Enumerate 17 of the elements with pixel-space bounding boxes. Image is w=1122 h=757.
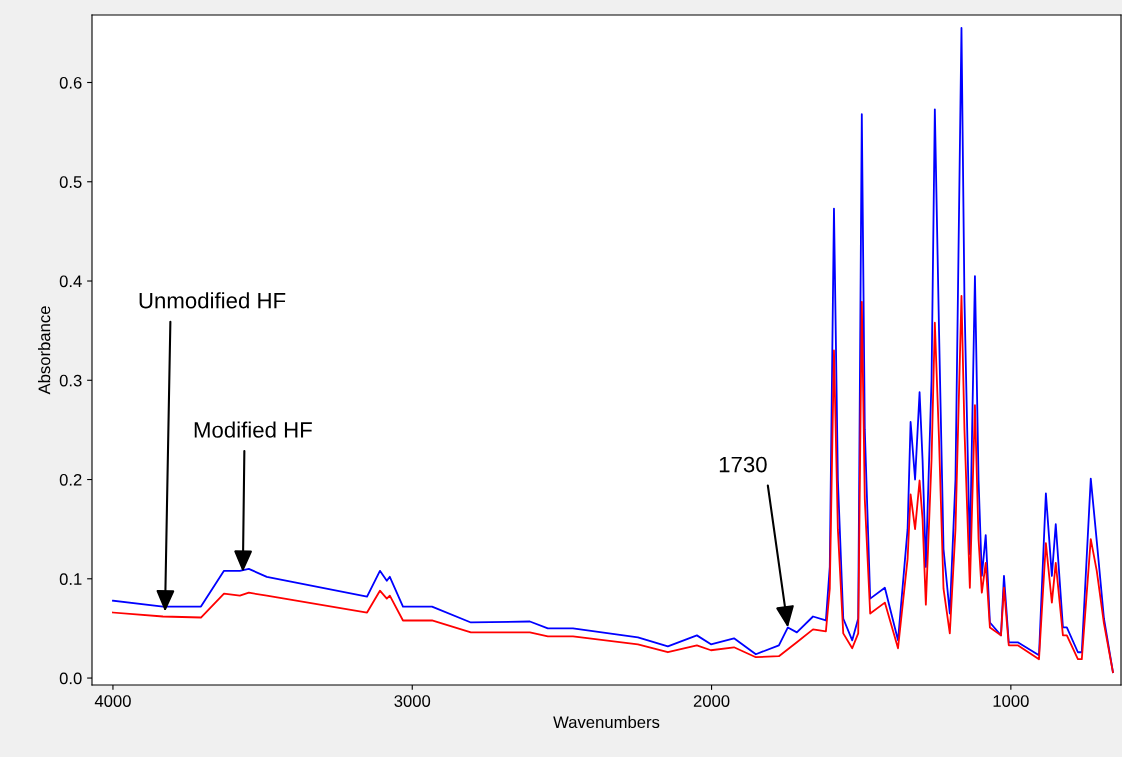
y-tick-label: 0.1 xyxy=(59,573,82,585)
y-axis-title: Absorbance xyxy=(38,306,51,395)
y-tick-label: 0.4 xyxy=(59,275,82,288)
annotation: 1730 xyxy=(719,456,767,473)
line-series xyxy=(112,294,1114,674)
x-tick-label: 2000 xyxy=(693,695,730,707)
y-tick-label: 0.5 xyxy=(59,176,82,188)
y-tick-label: 0.2 xyxy=(59,473,82,486)
x-tick-label: 4000 xyxy=(94,695,131,707)
x-tick-label: 1000 xyxy=(993,695,1029,707)
y-tick-label: 0.6 xyxy=(59,76,82,89)
annotation: Modified HF xyxy=(194,421,312,438)
y-tick-label: 0.3 xyxy=(59,374,82,387)
x-axis-title: Wavenumbers xyxy=(553,715,660,729)
annotation: Unmodified HF xyxy=(139,292,286,309)
x-tick-label: 3000 xyxy=(394,695,431,707)
y-tick-label: 0.0 xyxy=(59,672,82,685)
